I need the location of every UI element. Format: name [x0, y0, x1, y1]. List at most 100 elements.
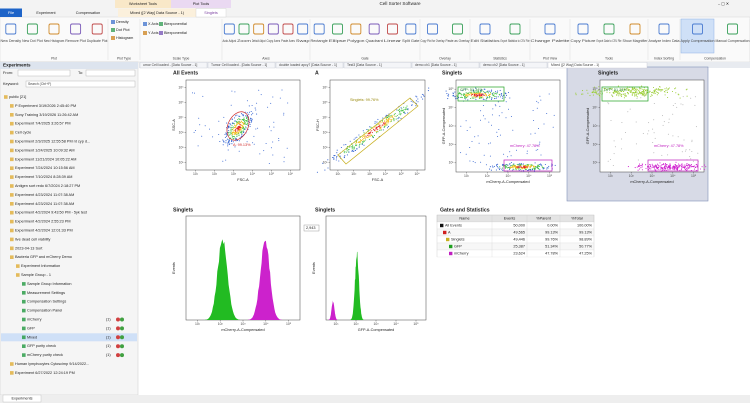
doc-tab-label[interactable]: Test3 [Data Source - 1]	[347, 63, 382, 67]
tree-item[interactable]: Experiment 1/24/2025 10:09:32 AM	[15, 148, 75, 152]
from-input[interactable]	[17, 69, 71, 77]
tree-item[interactable]: Antigen sort redo 6/7/2024 2:18:27 PM	[15, 184, 80, 188]
doc-tab[interactable]	[411, 62, 480, 69]
tab[interactable]	[195, 8, 227, 18]
ribbon-icon[interactable]	[313, 23, 325, 35]
ribbon-button-label[interactable]: New Density	[1, 39, 22, 43]
ribbon-icon[interactable]	[238, 23, 250, 35]
doc-tab-label[interactable]: Mixed ([2 Way] Data Source - 1)	[551, 63, 599, 67]
tree-item[interactable]: Experiment 7/4/2025 3:26:57 PM	[15, 122, 71, 126]
ribbon-icon[interactable]	[297, 23, 309, 35]
search-input[interactable]	[25, 80, 136, 88]
ribbon-button-label[interactable]: New Dot Plot	[22, 39, 43, 43]
ribbon-icon[interactable]	[143, 31, 147, 35]
ribbon-icon[interactable]	[332, 23, 343, 35]
ribbon-icon[interactable]	[479, 23, 491, 35]
tree-item[interactable]: Experiment 2/3/2025 12:55:58 PM nt cyp d…	[15, 140, 90, 144]
tree-item[interactable]: Experiment 4/23/2024 11:07:38 AM	[15, 193, 74, 197]
tree-item[interactable]: GFP	[27, 326, 35, 330]
tree-item[interactable]: Sony Training 3/19/2026 11:26:42 AM	[15, 113, 78, 117]
tree-item[interactable]: Measurement Settings	[27, 291, 65, 295]
tree-item[interactable]: Experiment 4/2/2024 9:43:50 PM - 5yk tes…	[15, 211, 88, 215]
tree-item[interactable]: Experiment 4/23/2024 11:07:38 AM	[15, 202, 74, 206]
ribbon-button-label[interactable]: Y Axis	[148, 31, 159, 35]
tree-item[interactable]: live dead cell viability	[15, 237, 51, 241]
tree-item[interactable]: mCherry purity check	[27, 353, 63, 357]
ribbon-button-label[interactable]: Swap	[296, 39, 310, 43]
ribbon-button-label[interactable]: Quadrant	[366, 39, 383, 43]
doc-tab-label[interactable]: umor Cell loaded - [Data Source - 1]	[143, 63, 197, 67]
ribbon-icon[interactable]	[405, 23, 417, 35]
tree-item[interactable]: Experiment 7/24/2024 10:15:56 AM	[15, 166, 75, 170]
tree-item[interactable]: Compensation Settings	[27, 300, 66, 304]
ribbon-button-label[interactable]: Apply Compensation	[681, 39, 715, 43]
ribbon-icon[interactable]	[368, 23, 380, 35]
ribbon-icon[interactable]	[159, 31, 163, 35]
doc-tab[interactable]	[139, 62, 208, 69]
ribbon-button-label[interactable]: Copy Axes	[267, 39, 281, 43]
ribbon-icon[interactable]	[282, 23, 294, 35]
ribbon-icon[interactable]	[658, 23, 670, 35]
doc-tab-label[interactable]: double loaded apcy7 [Data Source - 1]	[279, 63, 337, 67]
ribbon-button-label[interactable]: Analyze Index Data	[649, 39, 680, 43]
ribbon-icon[interactable]	[577, 23, 589, 35]
ribbon-icon[interactable]	[267, 23, 279, 35]
tree-item[interactable]: Experiment 7/10/2024 8:28:39 AM	[15, 175, 72, 179]
ribbon-button-label[interactable]: Biexponential	[164, 22, 187, 26]
gate[interactable]	[223, 108, 254, 144]
ribbon-button-label[interactable]: Linear	[384, 39, 403, 43]
tree-item[interactable]: Experiment 4/2/2024 12:01:33 PM	[15, 229, 73, 233]
doc-tab[interactable]	[207, 62, 276, 69]
ribbon-icon[interactable]	[70, 23, 82, 35]
ribbon-button-label[interactable]: Polygon	[347, 39, 364, 43]
ribbon-icon[interactable]	[350, 23, 362, 35]
tree-item[interactable]: Sample Group Information	[27, 282, 72, 286]
doc-tab-label[interactable]: demo ch1 [Data Source - 1]	[415, 63, 457, 67]
ribbon-button-label[interactable]: Copy Picture	[571, 39, 596, 43]
gate[interactable]	[503, 159, 553, 172]
ribbon-icon[interactable]	[223, 23, 235, 35]
ribbon-icon[interactable]	[544, 23, 556, 35]
tree-item[interactable]: P Experiment 3/19/2026 2:45:40 PM	[15, 104, 76, 108]
doc-tab-label[interactable]: demo ch2 [Data Source - 1]	[483, 63, 525, 67]
ribbon-icon[interactable]	[5, 23, 17, 35]
tree-item[interactable]: Experiment 6/27/2022 12:24:19 PM	[15, 371, 75, 375]
ribbon-button-label[interactable]: X Axis	[148, 22, 159, 26]
ribbon-button-label[interactable]: Export Statistics to CSV File	[501, 39, 530, 43]
tree-item[interactable]: Experiment 11/21/2024 10:05:22 AM	[15, 157, 76, 161]
doc-tab[interactable]	[479, 62, 548, 69]
doc-tab-label[interactable]: Tumor Cell loaded - [Data Source - 1]	[211, 63, 267, 67]
gate[interactable]	[337, 97, 419, 165]
to-input[interactable]	[85, 69, 136, 77]
ribbon-button-label[interactable]: Show Magnifier	[623, 39, 649, 43]
ribbon-icon[interactable]	[387, 23, 398, 35]
ribbon-button-label[interactable]: Biexponential	[164, 31, 187, 35]
tree-item[interactable]: Bacteria GFP and mCherry Demo	[15, 255, 72, 259]
ribbon-button-label[interactable]: Remove Plot	[65, 39, 86, 43]
ribbon-button-label[interactable]: Paste Axes	[281, 39, 295, 43]
ribbon-icon[interactable]	[111, 20, 115, 24]
ribbon-icon[interactable]	[111, 28, 115, 32]
window-controls[interactable]: – ▢ ✕	[718, 2, 729, 6]
gate[interactable]	[601, 86, 649, 102]
ribbon-icon[interactable]	[452, 23, 463, 35]
tree-item[interactable]: Experiment Information	[21, 264, 60, 268]
ribbon-icon[interactable]	[427, 23, 438, 35]
ribbon-icon[interactable]	[26, 23, 38, 35]
ribbon-button-label[interactable]: Auto Adjust	[223, 39, 237, 43]
doc-tab[interactable]	[275, 62, 344, 69]
ribbon-icon[interactable]	[692, 23, 703, 35]
ribbon-icon[interactable]	[48, 23, 60, 35]
ribbon-icon[interactable]	[253, 23, 265, 35]
ribbon-button-label[interactable]: Export Data to CSV File	[597, 39, 622, 43]
ribbon-icon[interactable]	[143, 22, 147, 26]
tree-item[interactable]: Mixed	[27, 335, 37, 339]
ribbon-button-label[interactable]: Zoom	[237, 39, 251, 43]
ribbon-button-label[interactable]: Dot Plot	[116, 28, 130, 32]
tree-item[interactable]: Experiment 4/2/2024 2:55:23 PM	[15, 220, 71, 224]
tree-item[interactable]: Compensation Panel	[27, 309, 62, 313]
ribbon-button-label[interactable]: Default Adjust	[252, 39, 266, 43]
tree-item[interactable]: 2023-04-13 Sort	[15, 246, 43, 250]
ribbon-button-label[interactable]: Rectangle	[311, 39, 328, 43]
tree-item[interactable]: GFP purity check	[27, 344, 56, 348]
